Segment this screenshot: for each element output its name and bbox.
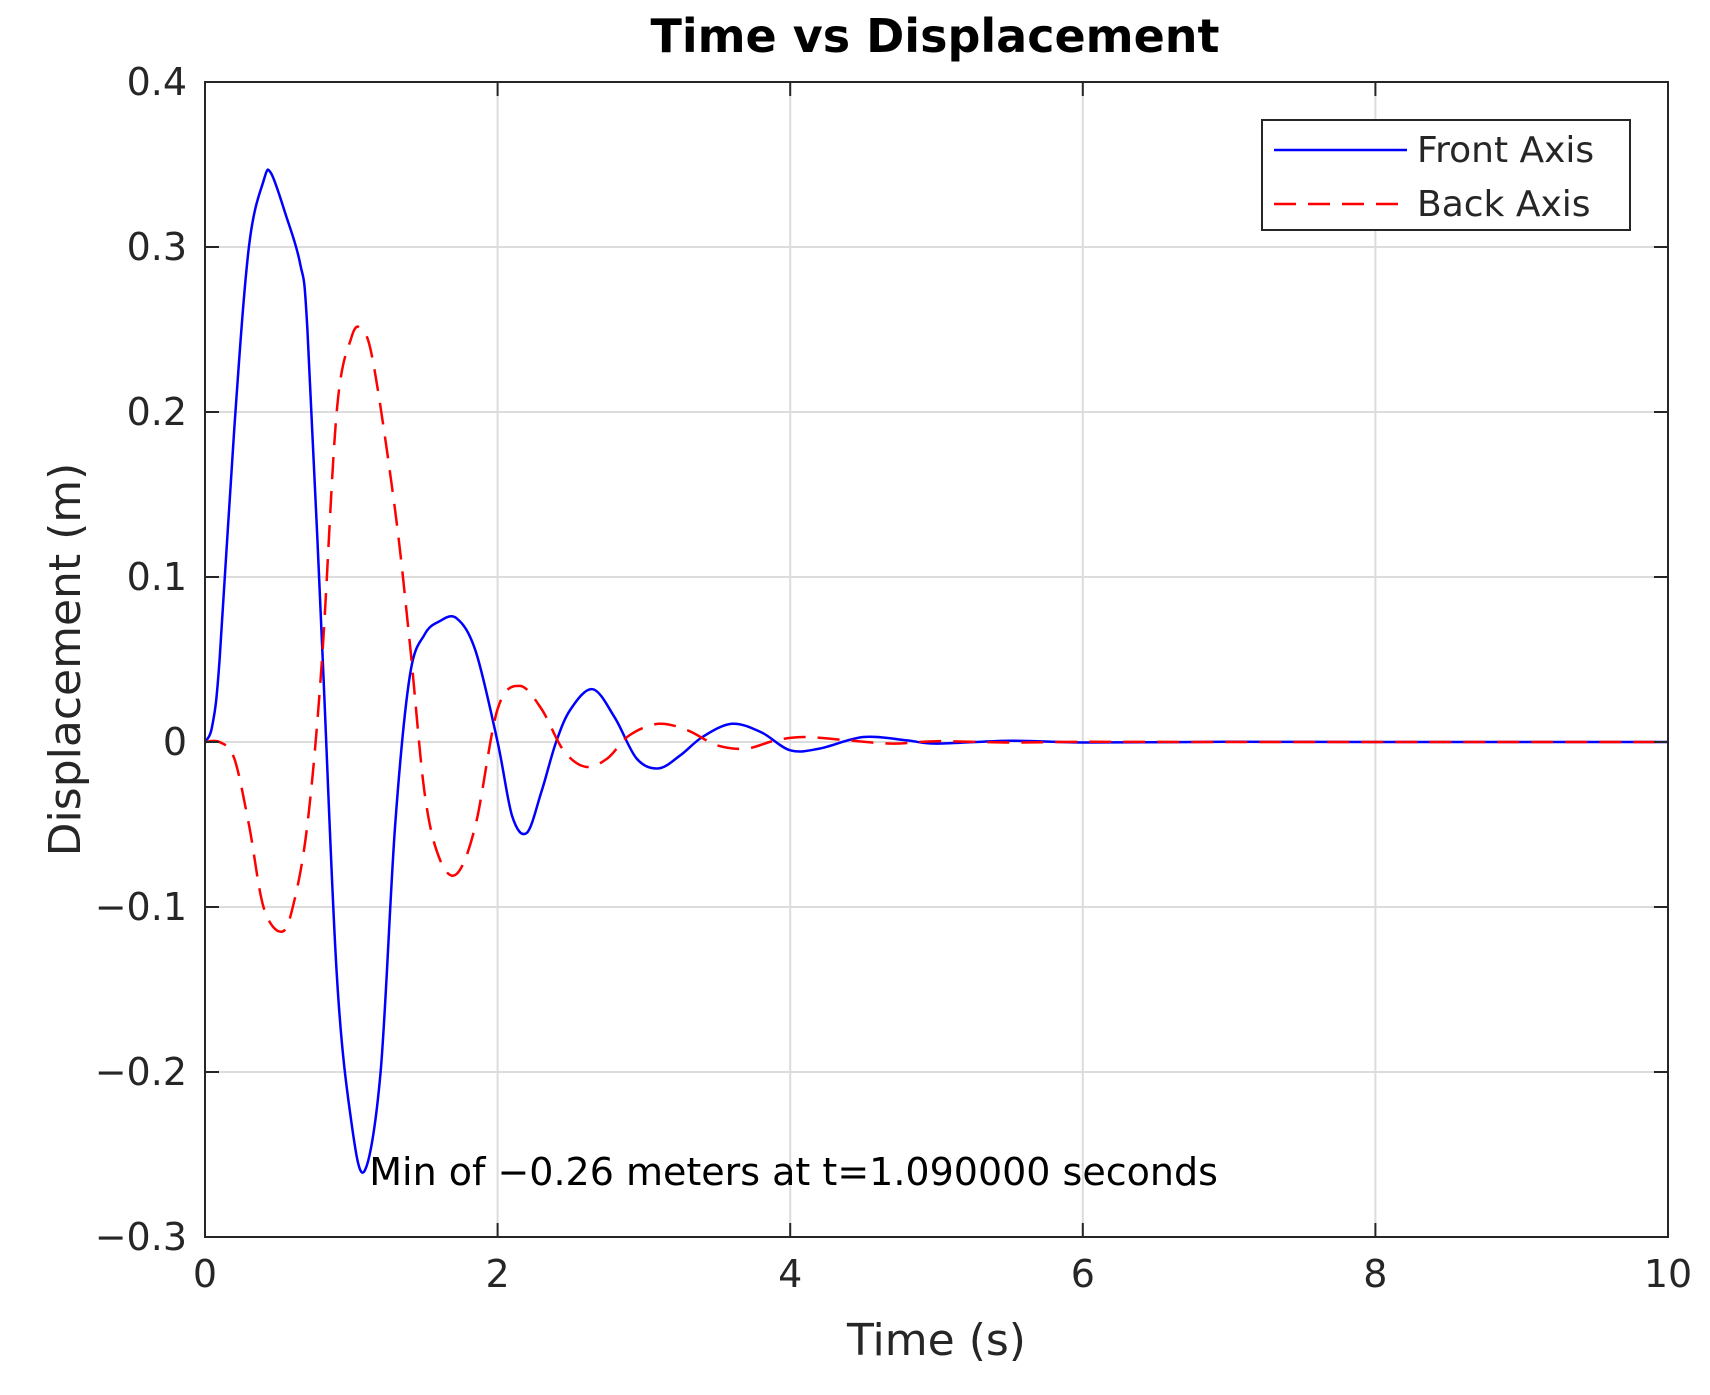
y-axis-label: Displacement (m) xyxy=(40,463,91,857)
y-tick-label: 0.3 xyxy=(127,225,187,269)
y-tick-label: 0.4 xyxy=(127,60,187,104)
legend-label: Front Axis xyxy=(1417,130,1594,171)
series-line-back-axis xyxy=(204,325,1668,934)
x-tick-label: 10 xyxy=(1644,1252,1692,1296)
legend: Front Axis Back Axis xyxy=(1261,119,1631,231)
x-tick-label: 8 xyxy=(1363,1252,1387,1296)
y-tick-label: 0 xyxy=(163,720,187,764)
legend-label: Back Axis xyxy=(1417,184,1591,225)
y-tick-label: −0.1 xyxy=(95,885,187,929)
x-tick-label: 4 xyxy=(778,1252,802,1296)
chart-title: Time vs Displacement xyxy=(650,9,1219,63)
y-tick-label: 0.1 xyxy=(127,555,187,599)
x-tick-label: 6 xyxy=(1071,1252,1095,1296)
x-tick-labels: 0 2 4 6 8 10 xyxy=(193,1252,1692,1296)
axes-box xyxy=(204,81,1669,1238)
legend-box xyxy=(1261,119,1631,231)
series-line-front-axis xyxy=(203,168,1668,1174)
x-axis-label: Time (s) xyxy=(846,1315,1026,1366)
tick-marks xyxy=(204,81,1669,1238)
y-tick-labels: −0.3 −0.2 −0.1 0 0.1 0.2 0.3 0.4 xyxy=(95,60,187,1259)
axes-background xyxy=(205,82,1668,1237)
y-tick-label: −0.3 xyxy=(95,1215,187,1259)
x-tick-label: 2 xyxy=(486,1252,510,1296)
y-tick-label: −0.2 xyxy=(95,1050,187,1094)
y-tick-label: 0.2 xyxy=(127,390,187,434)
series-lines xyxy=(203,168,1668,1174)
x-tick-label: 0 xyxy=(193,1252,217,1296)
min-annotation: Min of −0.26 meters at t=1.090000 second… xyxy=(369,1150,1218,1194)
